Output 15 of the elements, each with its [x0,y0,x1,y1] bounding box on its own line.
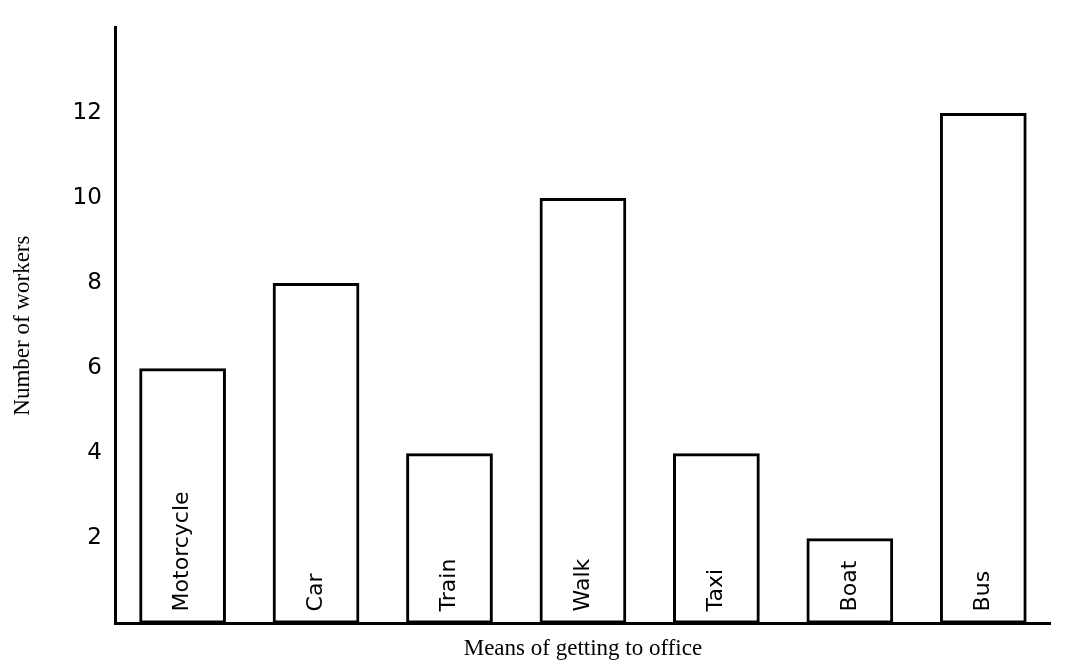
y-tick-label: 4 [87,438,102,465]
x-tick-label: Motorcycle [168,491,194,612]
x-tick-label: Bus [968,570,994,612]
x-tick-label: Car [301,572,327,612]
x-tick-label: Boat [835,560,861,612]
x-axis-title: Means of getting to office [463,635,703,661]
x-tick-label: Train [435,558,461,613]
y-axis-title: Number of workers [8,235,34,416]
y-tick-label: 8 [87,268,102,295]
y-tick-label: 2 [87,523,102,550]
y-tick-label: 12 [72,97,102,124]
y-tick-label: 6 [87,353,102,380]
x-tick-label: Walk [568,558,594,612]
y-tick-label: 10 [72,182,102,209]
x-tick-label: Taxi [702,568,728,613]
